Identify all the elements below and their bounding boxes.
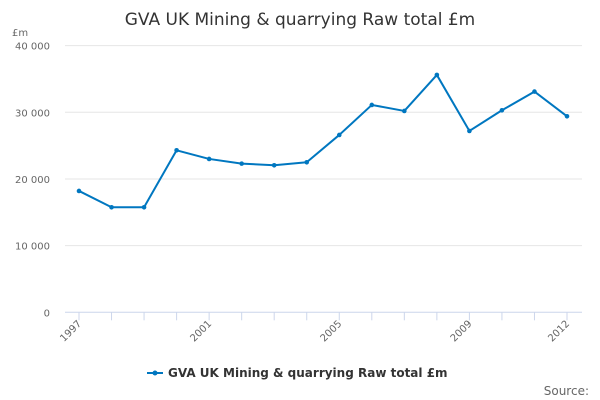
data-point bbox=[369, 102, 375, 108]
legend-label: GVA UK Mining & quarrying Raw total £m bbox=[168, 366, 448, 380]
series-line bbox=[78, 73, 568, 209]
y-tick-label: 40 000 bbox=[15, 42, 50, 53]
y-tick-label: 30 000 bbox=[15, 108, 50, 119]
data-point bbox=[304, 159, 310, 165]
data-point bbox=[76, 188, 82, 194]
chart-title: GVA UK Mining & quarrying Raw total £m bbox=[125, 10, 476, 30]
y-axis-label: £m bbox=[12, 28, 28, 39]
data-point bbox=[109, 204, 114, 210]
x-tick-label: 2001 bbox=[188, 319, 214, 345]
x-tick-label: 2012 bbox=[546, 319, 572, 345]
y-tick-label: 20 000 bbox=[15, 175, 50, 186]
legend-marker-icon bbox=[152, 370, 158, 376]
y-tick-label: 10 000 bbox=[15, 242, 50, 253]
data-point bbox=[499, 107, 505, 113]
data-point bbox=[271, 162, 277, 168]
data-point bbox=[467, 128, 472, 134]
data-point bbox=[402, 108, 407, 114]
data-point bbox=[174, 147, 179, 153]
data-point bbox=[141, 204, 147, 210]
x-tick-label: 2009 bbox=[449, 319, 475, 345]
data-point bbox=[206, 156, 212, 162]
data-point bbox=[239, 161, 244, 166]
data-point bbox=[532, 89, 537, 94]
x-tick-label: 1997 bbox=[58, 319, 84, 345]
y-tick-label: 0 bbox=[44, 308, 50, 319]
legend[interactable]: GVA UK Mining & quarrying Raw total £m bbox=[147, 366, 448, 380]
data-point bbox=[564, 113, 570, 119]
x-tick-label: 2005 bbox=[319, 319, 345, 345]
source-label: Source: bbox=[544, 384, 589, 398]
data-point bbox=[434, 72, 440, 78]
data-point bbox=[336, 132, 342, 138]
